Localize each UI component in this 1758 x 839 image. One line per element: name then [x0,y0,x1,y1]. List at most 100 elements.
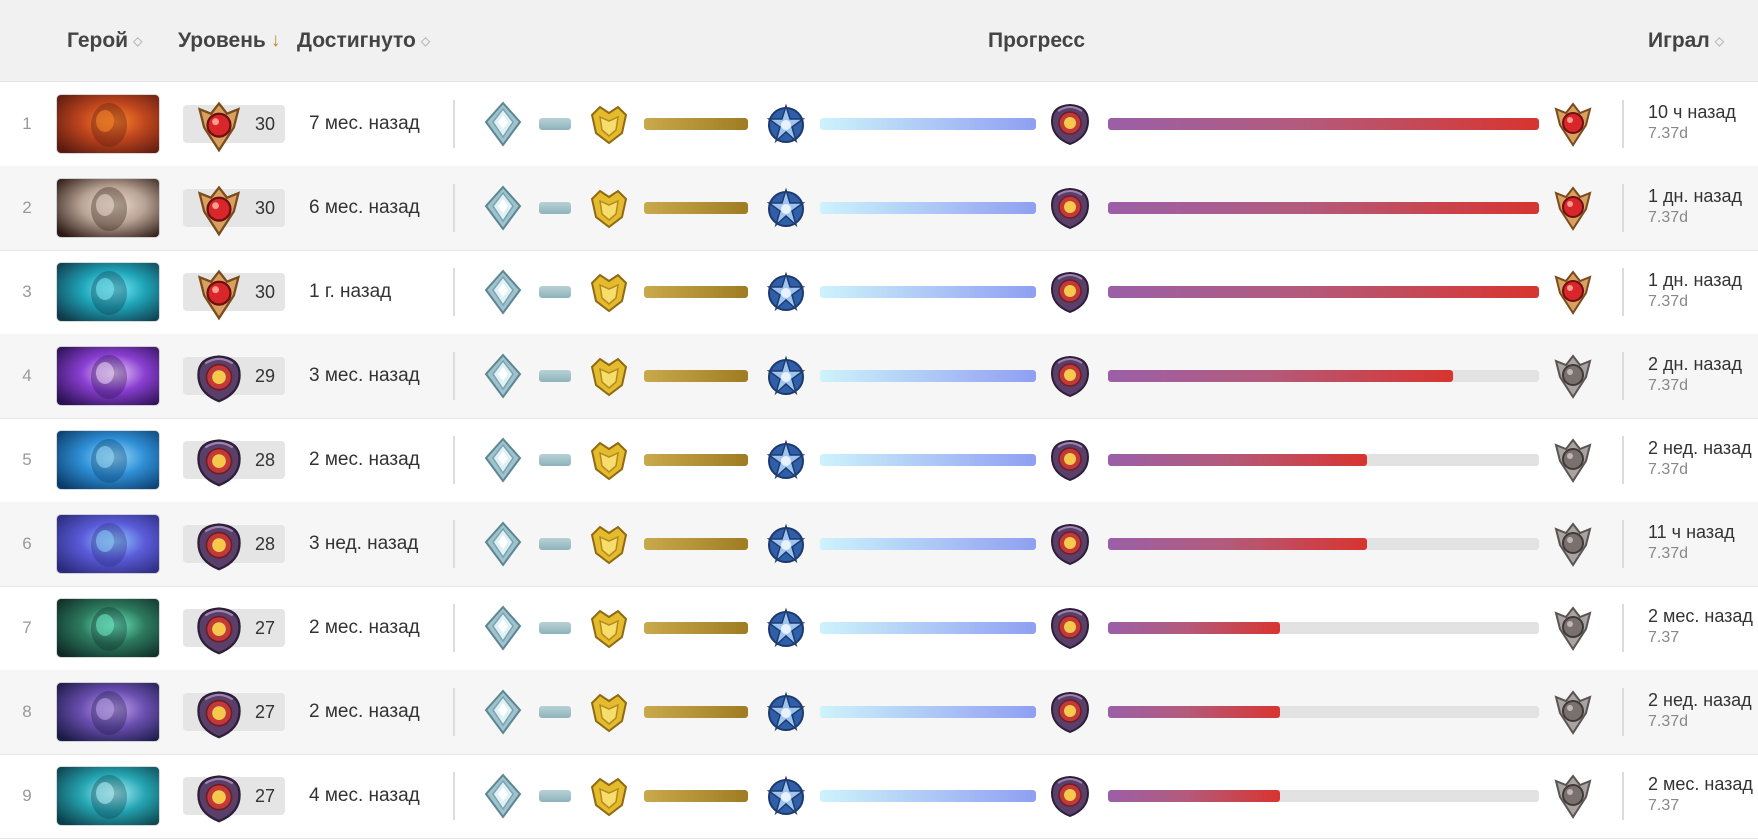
table-row[interactable]: 5 28 2 мес. назад 2 нед. назад 7.37d [0,418,1758,503]
progress-bar-tier-3 [820,454,1036,466]
column-level[interactable]: Уровень ↓ [178,0,280,81]
hero-portrait-3[interactable] [57,263,159,321]
progress-fill [1108,790,1281,802]
hero-portrait-6[interactable] [57,515,159,573]
level-chip: 30 [183,185,285,237]
sort-icon[interactable]: ◇ [1714,34,1724,48]
table-row[interactable]: 1 30 7 мес. назад 10 ч назад 7.37d [0,82,1758,167]
hero-portrait-8[interactable] [57,683,159,741]
grey-badge-icon [1552,437,1594,483]
level-value: 29 [254,366,275,386]
hero-portrait-1[interactable] [57,95,159,153]
progress-bar-tier-4 [1108,286,1539,298]
last-played-time: 2 дн. назад [1648,354,1742,374]
column-played-label: Играл [1648,29,1710,52]
progress-bar-tier-4 [1108,370,1539,382]
progress-fill [644,622,748,634]
achieved-date: 7 мес. назад [309,113,420,134]
sort-desc-icon[interactable]: ↓ [270,30,281,51]
hero-portrait-5[interactable] [57,431,159,489]
divider [1622,772,1624,820]
column-achieved[interactable]: Достигнуто ◇ [297,0,430,81]
last-played: 2 дн. назад 7.37d [1648,352,1758,396]
game-version: 7.37 [1648,629,1680,646]
progress-fill [820,622,1036,634]
progress-fill [539,370,571,382]
red-gem-badge-icon [1552,101,1594,147]
column-hero[interactable]: Герой ◇ [67,0,142,81]
progress-fill [1108,202,1539,214]
gold-badge-icon [588,185,630,231]
hero-portrait-2[interactable] [57,179,159,237]
column-progress-label: Прогресс [988,29,1086,52]
table-row[interactable]: 4 29 3 мес. назад 2 дн. назад 7.37d [0,334,1758,419]
row-rank: 7 [22,618,32,637]
hero-portrait-7[interactable] [57,599,159,657]
table-row[interactable]: 6 28 3 нед. назад 11 ч назад 7.37d [0,502,1758,587]
gold-badge-icon [588,521,630,567]
level-chip: 27 [183,775,285,823]
blue-star-badge-icon [765,521,807,567]
grey-badge-icon [1552,689,1594,735]
table-row[interactable]: 2 30 6 мес. назад 1 дн. назад 7.37d [0,166,1758,251]
row-rank: 2 [22,198,32,217]
level-value: 30 [254,198,275,218]
progress-bar-tier-2 [644,706,748,718]
progress-bar-tier-2 [644,538,748,550]
progress-fill [1108,118,1539,130]
progress-bar-tier-4 [1108,706,1539,718]
purple-sun-badge-icon [195,688,243,739]
progress-fill [1108,706,1281,718]
progress-bar-tier-3 [820,286,1036,298]
table-row[interactable]: 8 27 2 мес. назад 2 нед. назад 7.37d [0,670,1758,755]
column-hero-label: Герой [67,29,129,52]
hero-portrait-4[interactable] [57,347,159,405]
hero-portrait-9[interactable] [57,767,159,825]
column-achieved-label: Достигнуто [297,29,416,52]
progress-fill [1108,454,1367,466]
table-row[interactable]: 7 27 2 мес. назад 2 мес. назад 7.37 [0,586,1758,671]
last-played: 11 ч назад 7.37d [1648,520,1758,564]
blue-star-badge-icon [765,353,807,399]
sort-icon[interactable]: ◇ [420,34,431,48]
progress-bar-tier-2 [644,202,748,214]
gold-badge-icon [588,605,630,651]
last-played-time: 2 мес. назад [1648,774,1753,794]
column-played[interactable]: Играл ◇ [1648,0,1724,81]
blue-star-badge-icon [765,605,807,651]
row-rank: 8 [22,702,32,721]
progress-fill [820,286,1036,298]
game-version: 7.37d [1648,461,1689,478]
row-rank: 3 [22,282,32,301]
purple-sun-badge-icon [195,436,243,487]
last-played: 2 нед. назад 7.37d [1648,436,1758,480]
progress-bar-tier-4 [1108,622,1539,634]
progress-fill [644,790,748,802]
progress-bar-tier-2 [644,790,748,802]
level-chip: 29 [183,355,285,403]
divider [453,688,455,736]
divider [453,436,455,484]
level-chip: 30 [183,101,285,153]
game-version: 7.37d [1648,545,1689,562]
red-gem-badge-icon [195,184,243,237]
grey-badge-icon [1552,521,1594,567]
divider [1622,688,1624,736]
progress-fill [820,454,1036,466]
blue-star-badge-icon [765,269,807,315]
grey-badge-icon [1552,773,1594,819]
progress-bar-tier-1 [539,286,571,298]
progress-fill [820,706,1036,718]
sort-icon[interactable]: ◇ [133,34,143,48]
last-played-time: 1 дн. назад [1648,270,1742,290]
last-played: 1 дн. назад 7.37d [1648,268,1758,312]
progress-bar-tier-1 [539,118,571,130]
grey-badge-icon [1552,605,1594,651]
achieved-date: 4 мес. назад [309,785,420,806]
game-version: 7.37d [1648,377,1689,394]
progress-bar-tier-3 [820,118,1036,130]
level-value: 27 [254,618,275,638]
table-row[interactable]: 3 30 1 г. назад 1 дн. назад 7.37d [0,250,1758,335]
table-row[interactable]: 9 27 4 мес. назад 2 мес. назад 7.37 [0,754,1758,839]
